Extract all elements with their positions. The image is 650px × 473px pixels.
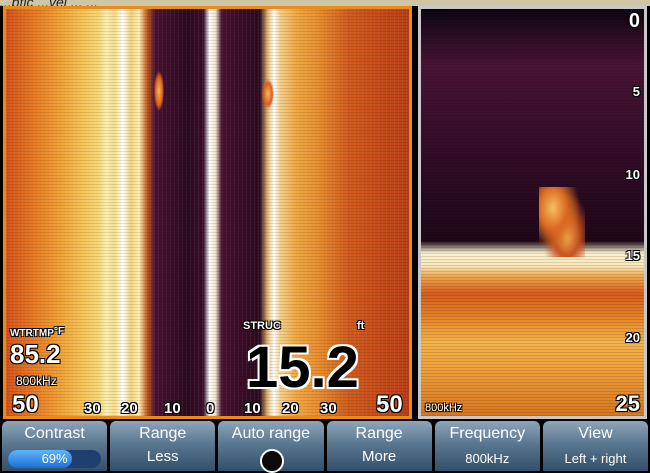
sidescan-frequency: 800kHz bbox=[16, 374, 57, 388]
sidescan-image bbox=[6, 9, 409, 416]
water-temp-unit: °F bbox=[54, 326, 65, 337]
top-caption-strip: ...ptic ...vel ... ... bbox=[0, 0, 650, 10]
scale-tick: 0 bbox=[206, 400, 215, 417]
frequency-button[interactable]: Frequency 800kHz bbox=[434, 421, 540, 471]
range-right: 50 bbox=[376, 391, 403, 418]
water-temp-label: WTRTMP bbox=[10, 328, 54, 339]
fish-arch bbox=[154, 71, 164, 111]
depth-unit: ft bbox=[357, 320, 365, 332]
range-more-sub: More bbox=[362, 448, 397, 465]
softkey-bar: Contrast 69% Range Less Auto range Range… bbox=[0, 421, 650, 473]
depth-scale-label: 5 bbox=[632, 84, 640, 99]
water-temp-value: 85.2 bbox=[10, 339, 61, 369]
range-more-button[interactable]: Range More bbox=[326, 421, 432, 471]
depth-scale-label: 15 bbox=[625, 248, 640, 263]
contrast-label: Contrast bbox=[24, 425, 85, 442]
sidescan-view[interactable]: WTRTMP °F 85.2 800kHz 50 30 20 10 0 10 2… bbox=[3, 6, 412, 419]
scale-tick: 30 bbox=[320, 400, 337, 417]
range-less-label: Range bbox=[139, 425, 187, 442]
range-more-label: Range bbox=[355, 425, 403, 442]
depth-label: STRUC bbox=[243, 320, 281, 332]
auto-range-toggle-icon bbox=[259, 449, 284, 473]
view-value: Left + right bbox=[564, 451, 627, 466]
scale-tick: 20 bbox=[282, 400, 299, 417]
frequency-label: Frequency bbox=[449, 425, 526, 442]
range-less-sub: Less bbox=[146, 448, 179, 465]
depth-scale-label: 10 bbox=[625, 167, 640, 182]
frequency-value: 800kHz bbox=[465, 451, 510, 466]
fish-cluster bbox=[539, 187, 585, 257]
depth-value: 15.2 bbox=[246, 335, 359, 400]
scale-tick: 10 bbox=[164, 400, 181, 417]
contrast-button[interactable]: Contrast 69% bbox=[2, 421, 108, 471]
depth-scale-label: 20 bbox=[625, 330, 640, 345]
depth-scale-label: 0 bbox=[628, 10, 640, 32]
view-label: View bbox=[578, 425, 613, 442]
auto-range-button[interactable]: Auto range bbox=[218, 421, 324, 473]
range-left: 50 bbox=[12, 391, 39, 418]
auto-range-label: Auto range bbox=[231, 425, 311, 442]
downscan-view[interactable]: 0 5 10 15 20 25 800kHz bbox=[418, 6, 647, 419]
fish-arch bbox=[262, 79, 274, 109]
range-less-button[interactable]: Range Less bbox=[110, 421, 216, 471]
caption-text: ...ptic ...vel ... ... bbox=[0, 0, 99, 10]
contrast-value: 69% bbox=[41, 451, 68, 466]
scale-tick: 10 bbox=[244, 400, 261, 417]
depth-scale-label: 25 bbox=[615, 391, 640, 416]
contrast-meter: 69% bbox=[8, 450, 102, 468]
downscan-frequency: 800kHz bbox=[425, 402, 463, 414]
scale-tick: 20 bbox=[121, 400, 138, 417]
scale-tick: 30 bbox=[84, 400, 101, 417]
view-button[interactable]: View Left + right bbox=[542, 421, 649, 471]
